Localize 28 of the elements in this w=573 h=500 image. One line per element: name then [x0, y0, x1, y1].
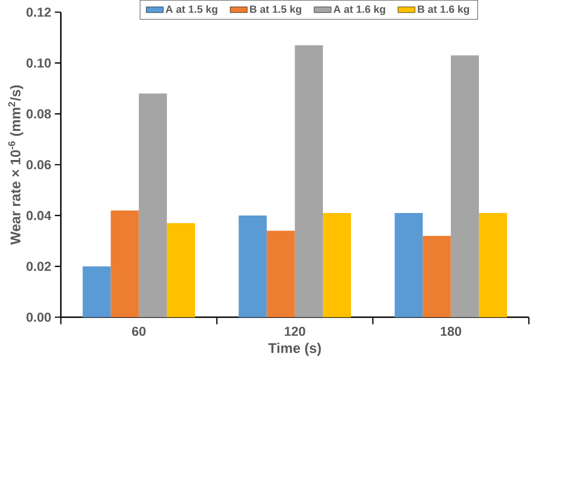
- x-axis-title: Time (s): [268, 342, 321, 356]
- y-tick-label: 0.02: [26, 262, 51, 271]
- bar: [82, 266, 111, 318]
- x-tick-label: 180: [440, 326, 462, 336]
- x-tick-label: 120: [284, 326, 306, 336]
- legend-label: A at 1.5 kg: [166, 5, 218, 15]
- bar: [294, 45, 323, 318]
- y-axis-title: Wear rate × 10$^{-6}$ (mm$^{2}$/s): [8, 85, 24, 245]
- bar: [322, 212, 352, 318]
- legend-label: B at 1.6 kg: [418, 5, 470, 15]
- y-tick-label: 0.06: [26, 160, 51, 170]
- x-tick-label: 60: [132, 326, 146, 336]
- bar: [394, 212, 423, 318]
- bar: [138, 93, 167, 318]
- y-tick-label: 0.12: [26, 8, 51, 17]
- legend-label: A at 1.6 kg: [334, 5, 386, 15]
- bar: [450, 55, 479, 318]
- bar: [238, 215, 267, 318]
- bar: [478, 212, 508, 318]
- y-tick-label: 0.04: [26, 210, 52, 220]
- legend-label: B at 1.5 kg: [250, 5, 302, 15]
- bar: [266, 230, 295, 318]
- y-tick-label: 0.00: [26, 312, 51, 322]
- y-tick-label: 0.08: [26, 109, 51, 118]
- bar: [166, 223, 196, 318]
- bar: [422, 236, 451, 318]
- bar: [110, 210, 139, 318]
- y-tick-label: 0.10: [26, 58, 51, 68]
